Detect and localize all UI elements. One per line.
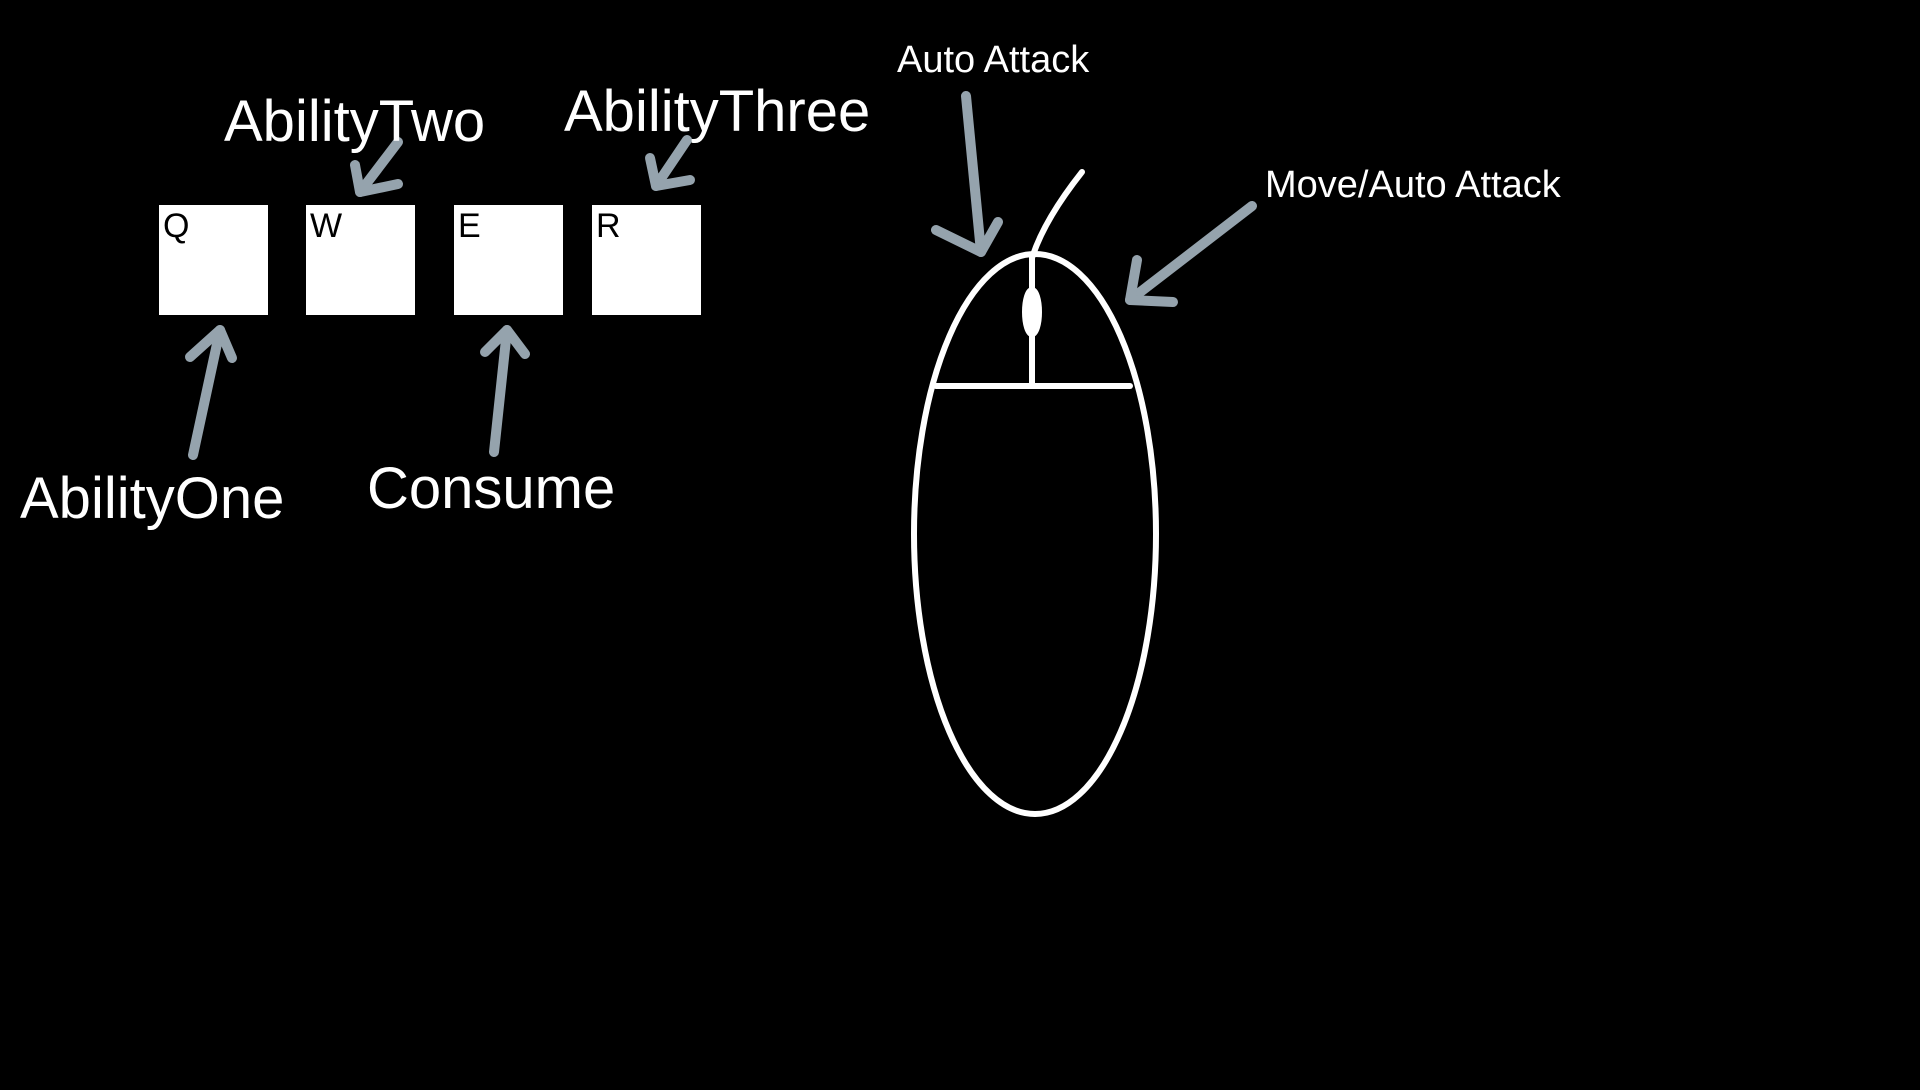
label-ability-three: AbilityThree	[564, 79, 871, 144]
key-w: W	[306, 205, 415, 315]
key-w-letter: W	[310, 207, 343, 245]
mouse-scroll-wheel	[1022, 287, 1042, 337]
key-r: R	[592, 205, 701, 315]
label-auto-attack: Auto Attack	[897, 39, 1090, 81]
label-ability-one: AbilityOne	[20, 466, 285, 531]
mouse-icon	[911, 169, 1159, 817]
key-q-letter: Q	[163, 207, 190, 245]
arrow-consume	[480, 325, 530, 457]
key-e-letter: E	[458, 207, 481, 245]
arrow-ability-one	[185, 325, 237, 460]
label-consume: Consume	[367, 456, 616, 521]
key-r-letter: R	[596, 207, 621, 245]
arrow-auto-attack	[931, 91, 1003, 257]
arrow-ability-three	[645, 135, 695, 191]
mouse-cable	[1029, 169, 1085, 261]
key-e: E	[454, 205, 563, 315]
label-ability-two: AbilityTwo	[224, 89, 486, 154]
arrow-ability-two	[350, 137, 403, 197]
key-q: Q	[159, 205, 268, 315]
arrow-move-auto-attack	[1125, 201, 1257, 307]
label-move-auto-attack: Move/Auto Attack	[1265, 164, 1561, 206]
